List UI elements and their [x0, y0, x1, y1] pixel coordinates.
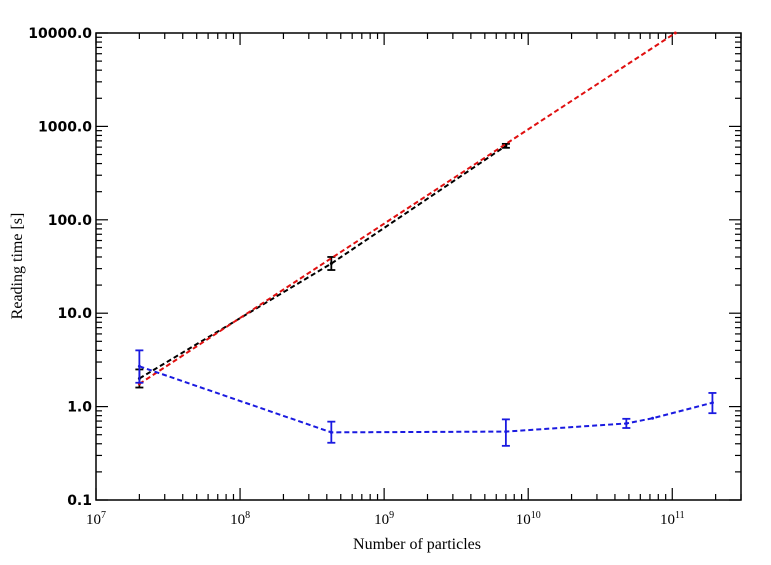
data-point — [651, 416, 655, 420]
series-1 — [137, 31, 677, 386]
y-tick-label: 10000.0 — [28, 26, 92, 42]
x-tick-labels: 107 108 109 1010 1011 — [86, 510, 685, 528]
y-tick-label: 1000.0 — [38, 119, 92, 135]
data-point — [504, 430, 508, 434]
data-point — [673, 31, 677, 35]
data-point — [329, 262, 333, 266]
series-line — [139, 365, 713, 434]
series-layer — [135, 31, 717, 447]
x-axis-label: Number of particles — [353, 536, 481, 553]
data-point — [137, 364, 141, 368]
y-tick-label: 0.1 — [67, 493, 92, 509]
x-tick-exponent: 8 — [245, 510, 250, 521]
x-tick-label: 108 — [230, 510, 250, 528]
x-tick-base: 10 — [86, 512, 101, 528]
x-tick-exponent: 10 — [531, 510, 541, 521]
x-tick-base: 10 — [516, 512, 531, 528]
y-tick-label: 100.0 — [48, 213, 93, 229]
series-2 — [135, 349, 717, 447]
x-tick-exponent: 11 — [675, 510, 685, 521]
y-axis-label: Reading time [s] — [9, 213, 26, 320]
x-tick-label: 1011 — [660, 510, 685, 528]
x-tick-exponent: 7 — [101, 510, 106, 521]
data-point — [624, 421, 628, 425]
x-tick-base: 10 — [660, 512, 675, 528]
x-tick-label: 109 — [374, 510, 394, 528]
y-tick-label: 10.0 — [57, 306, 92, 322]
x-tick-base: 10 — [374, 512, 389, 528]
series-line — [138, 144, 507, 380]
x-tick-label: 1010 — [516, 510, 541, 528]
y-tick-labels: 0.1 1.0 10.0 100.0 1000.0 10000.0 — [28, 26, 92, 509]
x-tick-exponent: 9 — [389, 510, 394, 521]
series-0 — [135, 142, 510, 389]
data-point — [329, 430, 333, 434]
data-point — [710, 401, 714, 405]
y-tick-label: 1.0 — [67, 400, 92, 416]
tick-marks — [95, 32, 742, 501]
plot-frame — [95, 32, 742, 501]
x-tick-label: 107 — [86, 510, 106, 528]
x-tick-base: 10 — [230, 512, 245, 528]
series-line — [138, 32, 676, 385]
